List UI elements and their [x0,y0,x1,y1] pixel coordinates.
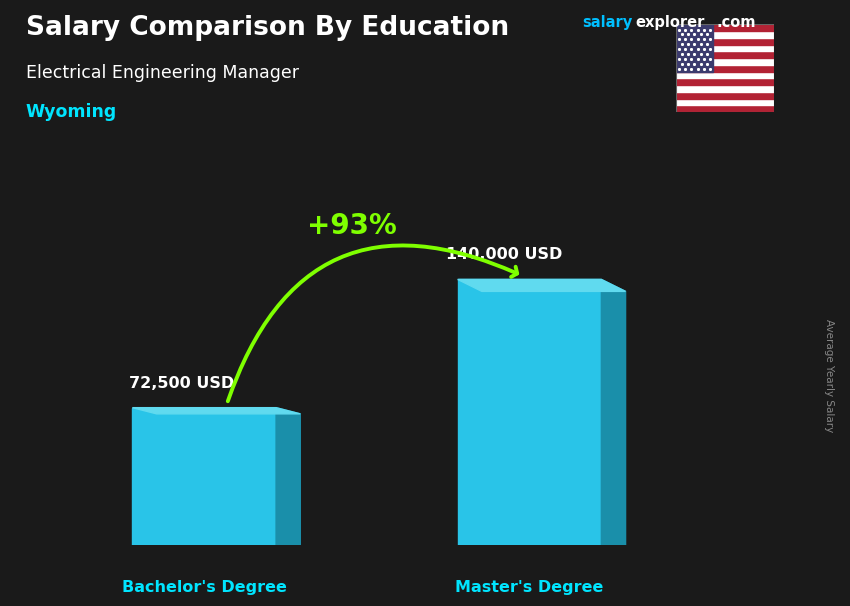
Bar [133,408,276,545]
Polygon shape [601,279,626,545]
Text: Salary Comparison By Education: Salary Comparison By Education [26,15,508,41]
Bar [676,92,774,99]
Bar [676,24,774,31]
Bar [457,279,601,545]
Bar [676,24,713,72]
Text: 72,500 USD: 72,500 USD [128,376,234,390]
Text: .com: .com [717,15,756,30]
Bar [676,31,774,38]
Bar [676,58,774,65]
Polygon shape [457,279,626,291]
Bar [676,44,774,52]
Text: Electrical Engineering Manager: Electrical Engineering Manager [26,64,298,82]
Bar [676,38,774,44]
Text: explorer: explorer [636,15,705,30]
Text: Wyoming: Wyoming [26,103,116,121]
Bar [676,65,774,72]
Bar [676,85,774,92]
Polygon shape [133,408,300,414]
Text: Master's Degree: Master's Degree [456,579,604,594]
Text: 140,000 USD: 140,000 USD [446,247,563,262]
Bar [676,72,774,78]
Bar [676,99,774,105]
Text: Average Yearly Salary: Average Yearly Salary [824,319,834,432]
Text: Bachelor's Degree: Bachelor's Degree [122,579,286,594]
Polygon shape [276,408,300,545]
Bar [676,105,774,112]
Bar [676,78,774,85]
Text: +93%: +93% [307,212,397,240]
Text: salary: salary [582,15,632,30]
Bar [676,52,774,58]
